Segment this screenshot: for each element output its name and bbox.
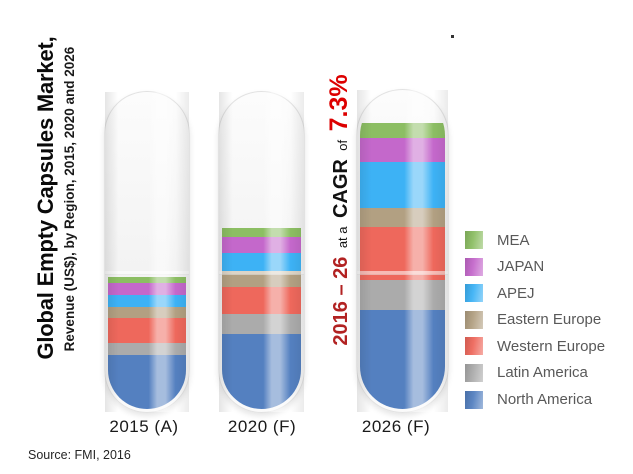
legend-label: JAPAN — [497, 258, 545, 276]
capsule-joint — [219, 271, 304, 275]
legend-item-latin-america: Latin America — [465, 363, 605, 382]
legend-item-north-america: North America — [465, 390, 605, 409]
capsule-empty-space — [360, 93, 445, 123]
legend-label: Western Europe — [497, 337, 606, 355]
segment-apej — [360, 162, 445, 208]
legend-swatch — [465, 257, 483, 276]
capsule-empty-space — [108, 95, 186, 277]
cagr-sep2-text: of — [335, 139, 350, 151]
segment-western-europe — [108, 318, 186, 343]
legend-item-mea: MEA — [465, 231, 605, 249]
segment-latin-america — [222, 314, 301, 334]
segment-eastern-europe — [360, 208, 445, 227]
capsule-2026-fill — [360, 93, 445, 409]
segment-eastern-europe — [222, 271, 301, 287]
stray-dot-artifact — [451, 35, 454, 38]
legend-item-japan: JAPAN — [465, 257, 605, 276]
legend-swatch — [465, 390, 483, 409]
cagr-annotation: 2016 – 26 at a CAGR of 7.3% — [324, 32, 354, 388]
category-label-2020: 2020 (F) — [227, 417, 297, 436]
chart-title: Global Empty Capsules Market, — [33, 36, 58, 360]
segment-mea — [360, 123, 445, 138]
segment-north-america — [222, 334, 301, 409]
legend-label: MEA — [497, 231, 530, 249]
capsule-joint — [357, 271, 448, 275]
segment-apej — [108, 295, 186, 307]
chart-subtitle: Revenue (US$), by Region, 2015, 2020 and… — [62, 46, 77, 352]
segment-mea — [222, 228, 301, 237]
capsule-2020 — [218, 91, 305, 413]
capsule-2026 — [356, 89, 449, 413]
legend-swatch — [465, 363, 483, 382]
capsule-empty-space — [222, 95, 301, 228]
capsule-2015 — [104, 91, 190, 413]
source-note: Source: FMI, 2016 — [28, 448, 131, 462]
legend: MEA JAPAN APEJ Eastern Europe Western Europe… — [465, 231, 605, 417]
category-label-2015: 2015 (A) — [109, 417, 179, 436]
segment-latin-america — [360, 280, 445, 310]
cagr-sep1-text: at a — [335, 226, 350, 249]
legend-swatch — [465, 337, 483, 356]
segment-mea — [108, 277, 186, 283]
cagr-range-text: 2016 – 26 — [330, 256, 352, 346]
legend-label: APEJ — [497, 284, 535, 302]
segment-western-europe — [222, 287, 301, 314]
segment-japan — [222, 237, 301, 253]
legend-label: Latin America — [497, 364, 588, 382]
segment-apej — [222, 253, 301, 271]
cagr-label-text: CAGR — [330, 159, 352, 219]
legend-label: Eastern Europe — [497, 311, 602, 329]
cagr-value-text: 7.3% — [325, 74, 353, 132]
segment-latin-america — [108, 343, 186, 355]
segment-north-america — [108, 355, 186, 409]
segment-eastern-europe — [108, 307, 186, 318]
legend-item-eastern-europe: Eastern Europe — [465, 310, 605, 329]
capsule-2020-fill — [222, 95, 301, 409]
segment-japan — [108, 283, 186, 295]
legend-swatch — [465, 231, 483, 249]
legend-item-apej: APEJ — [465, 284, 605, 303]
legend-swatch — [465, 310, 483, 329]
legend-label: North America — [497, 391, 593, 409]
legend-item-western-europe: Western Europe — [465, 337, 606, 356]
segment-north-america — [360, 310, 445, 409]
capsule-2015-fill — [108, 95, 186, 409]
legend-swatch — [465, 284, 483, 303]
category-label-2026: 2026 (F) — [361, 417, 431, 436]
segment-japan — [360, 138, 445, 162]
capsule-joint — [105, 271, 189, 275]
